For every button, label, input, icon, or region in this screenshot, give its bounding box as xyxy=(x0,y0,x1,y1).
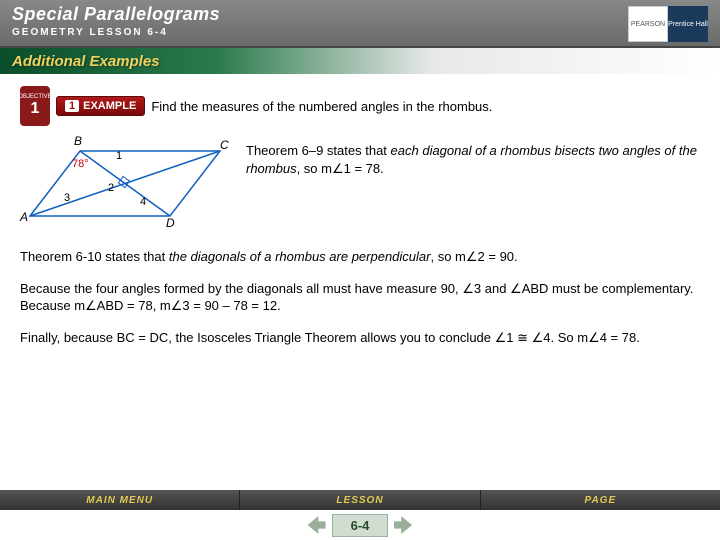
angle-2: 2 xyxy=(108,182,114,194)
content: OBJECTIVE 1 1 EXAMPLE Find the measures o… xyxy=(0,74,720,364)
main-menu-button[interactable]: MAIN MENU xyxy=(0,490,240,510)
p1a: Theorem 6–9 states that xyxy=(246,143,391,158)
publisher-logo: PEARSON Prentice Hall xyxy=(628,6,708,42)
prompt-text: Find the measures of the numbered angles… xyxy=(151,99,492,114)
footer: MAIN MENU LESSON PAGE 6-4 xyxy=(0,490,720,540)
logo-prentice: Prentice Hall xyxy=(668,6,708,42)
angle-3: 3 xyxy=(64,192,70,204)
banner: Additional Examples xyxy=(0,48,720,74)
label-A: A xyxy=(20,210,28,224)
page-button[interactable]: PAGE xyxy=(481,490,720,510)
page-number: 6-4 xyxy=(332,514,389,537)
footer-bar: MAIN MENU LESSON PAGE xyxy=(0,490,720,510)
label-B: B xyxy=(74,134,82,148)
objective-row: OBJECTIVE 1 1 EXAMPLE Find the measures o… xyxy=(20,86,700,126)
rhombus-svg xyxy=(20,136,230,236)
label-78: 78° xyxy=(72,158,89,170)
slide-title: Special Parallelograms xyxy=(12,4,708,25)
para-theorem-610: Theorem 6-10 states that the diagonals o… xyxy=(20,248,700,266)
p2c: , so m∠2 = 90. xyxy=(430,249,517,264)
p2b: the diagonals of a rhombus are perpendic… xyxy=(169,249,431,264)
banner-text: Additional Examples xyxy=(12,53,160,70)
row-figure-theorem: A B C D 78° 1 2 3 4 Theorem 6–9 states t… xyxy=(20,136,700,236)
lesson-button[interactable]: LESSON xyxy=(240,490,480,510)
para-complementary: Because the four angles formed by the di… xyxy=(20,280,700,315)
p1c: , so m∠1 = 78. xyxy=(297,161,384,176)
label-D: D xyxy=(166,216,175,230)
rhombus-figure: A B C D 78° 1 2 3 4 xyxy=(20,136,230,236)
label-C: C xyxy=(220,138,229,152)
example-num: 1 xyxy=(65,100,79,112)
para-theorem-69: Theorem 6–9 states that each diagonal of… xyxy=(246,142,700,222)
slide: Special Parallelograms GEOMETRY LESSON 6… xyxy=(0,0,720,540)
para-isosceles: Finally, because BC = DC, the Isosceles … xyxy=(20,329,700,347)
footer-nav: 6-4 xyxy=(0,510,720,540)
logo-pearson: PEARSON xyxy=(628,6,668,42)
header: Special Parallelograms GEOMETRY LESSON 6… xyxy=(0,0,720,48)
slide-subtitle: GEOMETRY LESSON 6-4 xyxy=(12,27,708,38)
next-arrow-icon[interactable] xyxy=(394,516,412,534)
angle-4: 4 xyxy=(140,196,146,208)
p2a: Theorem 6-10 states that xyxy=(20,249,169,264)
angle-1: 1 xyxy=(116,150,122,162)
prev-arrow-icon[interactable] xyxy=(308,516,326,534)
example-badge: 1 EXAMPLE xyxy=(56,96,145,116)
objective-badge: OBJECTIVE 1 xyxy=(20,86,50,126)
example-label: EXAMPLE xyxy=(83,100,136,112)
objective-num: 1 xyxy=(31,100,40,118)
